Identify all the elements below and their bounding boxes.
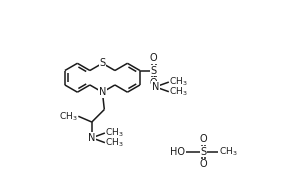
Text: O: O — [200, 159, 207, 169]
Text: S: S — [151, 66, 157, 75]
Text: CH$_3$: CH$_3$ — [169, 76, 188, 88]
Text: CH$_3$: CH$_3$ — [169, 85, 188, 98]
Text: O: O — [200, 134, 207, 144]
Text: O: O — [150, 53, 158, 63]
Text: N: N — [99, 87, 106, 97]
Text: O: O — [150, 78, 158, 88]
Text: N: N — [152, 82, 159, 92]
Text: S: S — [99, 58, 105, 68]
Text: CH$_3$: CH$_3$ — [105, 127, 124, 139]
Text: S: S — [201, 147, 207, 157]
Text: HO: HO — [170, 147, 185, 157]
Text: CH$_3$: CH$_3$ — [105, 136, 124, 149]
Text: CH$_3$: CH$_3$ — [218, 146, 237, 158]
Text: N: N — [88, 133, 95, 143]
Text: CH$_3$: CH$_3$ — [59, 110, 77, 123]
